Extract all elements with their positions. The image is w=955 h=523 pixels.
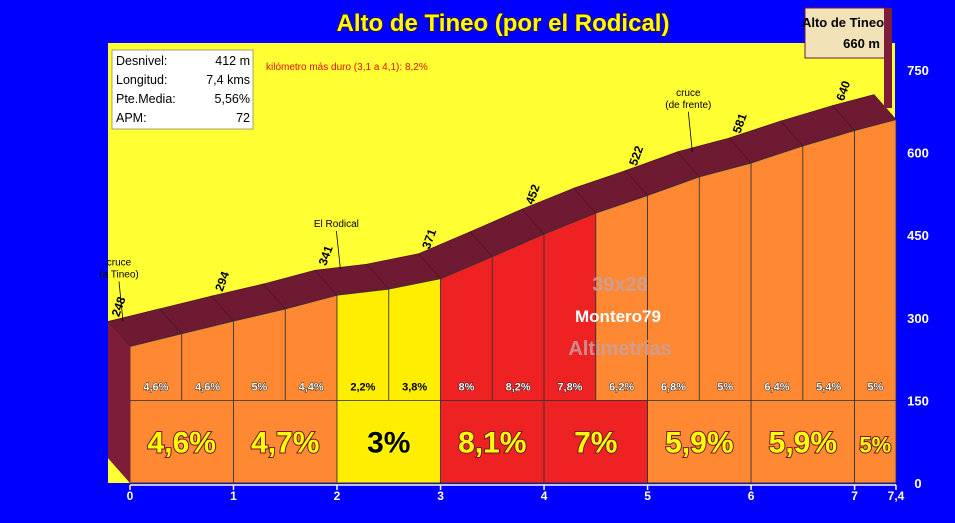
half-km-grade-label: 6,2%: [609, 381, 634, 393]
watermark-line-3: Altimetrías: [568, 338, 671, 360]
x-tick-label: 5: [644, 489, 651, 503]
y-tick-label: 600: [907, 146, 929, 161]
hardest-km-note: kilómetro más duro (3,1 a 4,1): 8,2%: [266, 62, 428, 73]
route-annotation-leader: [335, 230, 341, 270]
stat-label-2: Longitud:: [116, 73, 167, 87]
route-annotation-text: cruce: [107, 257, 132, 268]
half-km-grade-label: 6,8%: [661, 381, 686, 393]
route-annotation-text: cruce: [676, 88, 701, 99]
summit-box: Alto de Tineo 660 m: [802, 7, 886, 59]
x-tick-label: 2: [334, 489, 341, 503]
altitude-label: 248: [109, 295, 129, 319]
altitude-label: 522: [626, 144, 646, 168]
half-km-grade-label: 7,8%: [557, 381, 582, 393]
half-km-grade-label: 5%: [867, 381, 883, 393]
stat-label-3: Pte.Media:: [116, 92, 176, 106]
half-km-grade-label: 8,2%: [506, 381, 531, 393]
km-grade-label: 5,9%: [769, 427, 837, 460]
altitude-label: 294: [212, 269, 232, 293]
km-segment: [129, 399, 234, 484]
km-grade-label: 8,1%: [458, 427, 526, 460]
half-km-segment: [750, 145, 804, 401]
y-tick-label: 150: [907, 393, 929, 408]
stats-box: Desnivel: 412 m Longitud: 7,4 kms Pte.Me…: [111, 49, 254, 130]
x-tick-label: 3: [437, 489, 444, 503]
km-grade-label: 5%: [859, 433, 891, 458]
half-km-segment: [854, 119, 897, 401]
watermark: 39x28 Montero79 Altimetrías: [568, 274, 671, 360]
y-tick-label: 0: [914, 476, 921, 491]
watermark-line-1: 39x28: [592, 274, 648, 296]
half-km-grade-label: 4,4%: [299, 381, 324, 393]
stat-value-4: 72: [236, 111, 250, 125]
route-annotation-leader: [687, 111, 693, 152]
x-tick-label: 1: [230, 489, 237, 503]
stat-label-1: Desnivel:: [116, 54, 167, 68]
half-km-segment: [491, 233, 545, 401]
km-segment: [854, 399, 897, 484]
stat-value-2: 7,4 kms: [206, 73, 250, 87]
route-annotation-text: (a Tineo): [99, 269, 138, 280]
x-tick-label: 6: [748, 489, 755, 503]
chart-title: Alto de Tineo (por el Rodical): [337, 10, 670, 37]
route-annotation-text: (de frente): [665, 100, 711, 111]
half-km-grade-label: 4,6%: [195, 381, 220, 393]
altitude-label: 371: [419, 227, 439, 251]
km-grade-label: 5,9%: [665, 427, 733, 460]
half-km-segment: [440, 256, 493, 401]
km-segment: [750, 399, 855, 484]
summit-name: Alto de Tineo: [802, 15, 884, 30]
y-tick-label: 300: [907, 311, 929, 326]
half-km-segment: [647, 176, 700, 401]
y-tick-label: 750: [907, 63, 929, 78]
y-tick-label: 450: [907, 228, 929, 243]
half-km-segment: [802, 130, 855, 401]
x-tick-label: 4: [541, 489, 548, 503]
half-km-grade-label: 8%: [458, 381, 474, 393]
altitude-label: 640: [833, 79, 853, 103]
profile-left-wall: [108, 321, 130, 483]
half-km-grade-label: 5%: [717, 381, 733, 393]
km-grade-label: 7%: [574, 427, 617, 460]
summit-altitude: 660 m: [843, 36, 880, 51]
km-grade-label: 4,7%: [251, 427, 319, 460]
half-km-segment: [595, 194, 648, 401]
x-tick-label: 7: [851, 489, 858, 503]
stat-label-4: APM:: [116, 111, 147, 125]
half-km-grade-label: 6,4%: [764, 381, 789, 393]
route-annotation-text: El Rodical: [314, 219, 359, 230]
watermark-line-2: Montero79: [575, 307, 661, 326]
half-km-grade-label: 4,6%: [143, 381, 168, 393]
summit-flag-pole: [884, 8, 892, 108]
km-segment: [543, 399, 648, 484]
x-tick-label: 0: [127, 489, 134, 503]
altitude-label: 581: [730, 111, 750, 135]
half-km-grade-label: 2,2%: [350, 381, 375, 393]
half-km-segment: [698, 162, 752, 401]
km-grade-label: 3%: [367, 427, 410, 460]
stat-value-1: 412 m: [215, 54, 250, 68]
route-annotation-leader: [118, 281, 124, 322]
km-grade-label: 4,6%: [148, 427, 216, 460]
km-segment: [440, 399, 545, 484]
half-km-grade-label: 5%: [251, 381, 267, 393]
altitude-label: 341: [316, 243, 336, 267]
half-km-grade-label: 5,4%: [816, 381, 841, 393]
half-km-grade-label: 3,8%: [402, 381, 427, 393]
altitude-label: 452: [523, 182, 543, 206]
stat-value-3: 5,56%: [215, 92, 250, 106]
x-tick-label: 7,4: [888, 489, 905, 503]
